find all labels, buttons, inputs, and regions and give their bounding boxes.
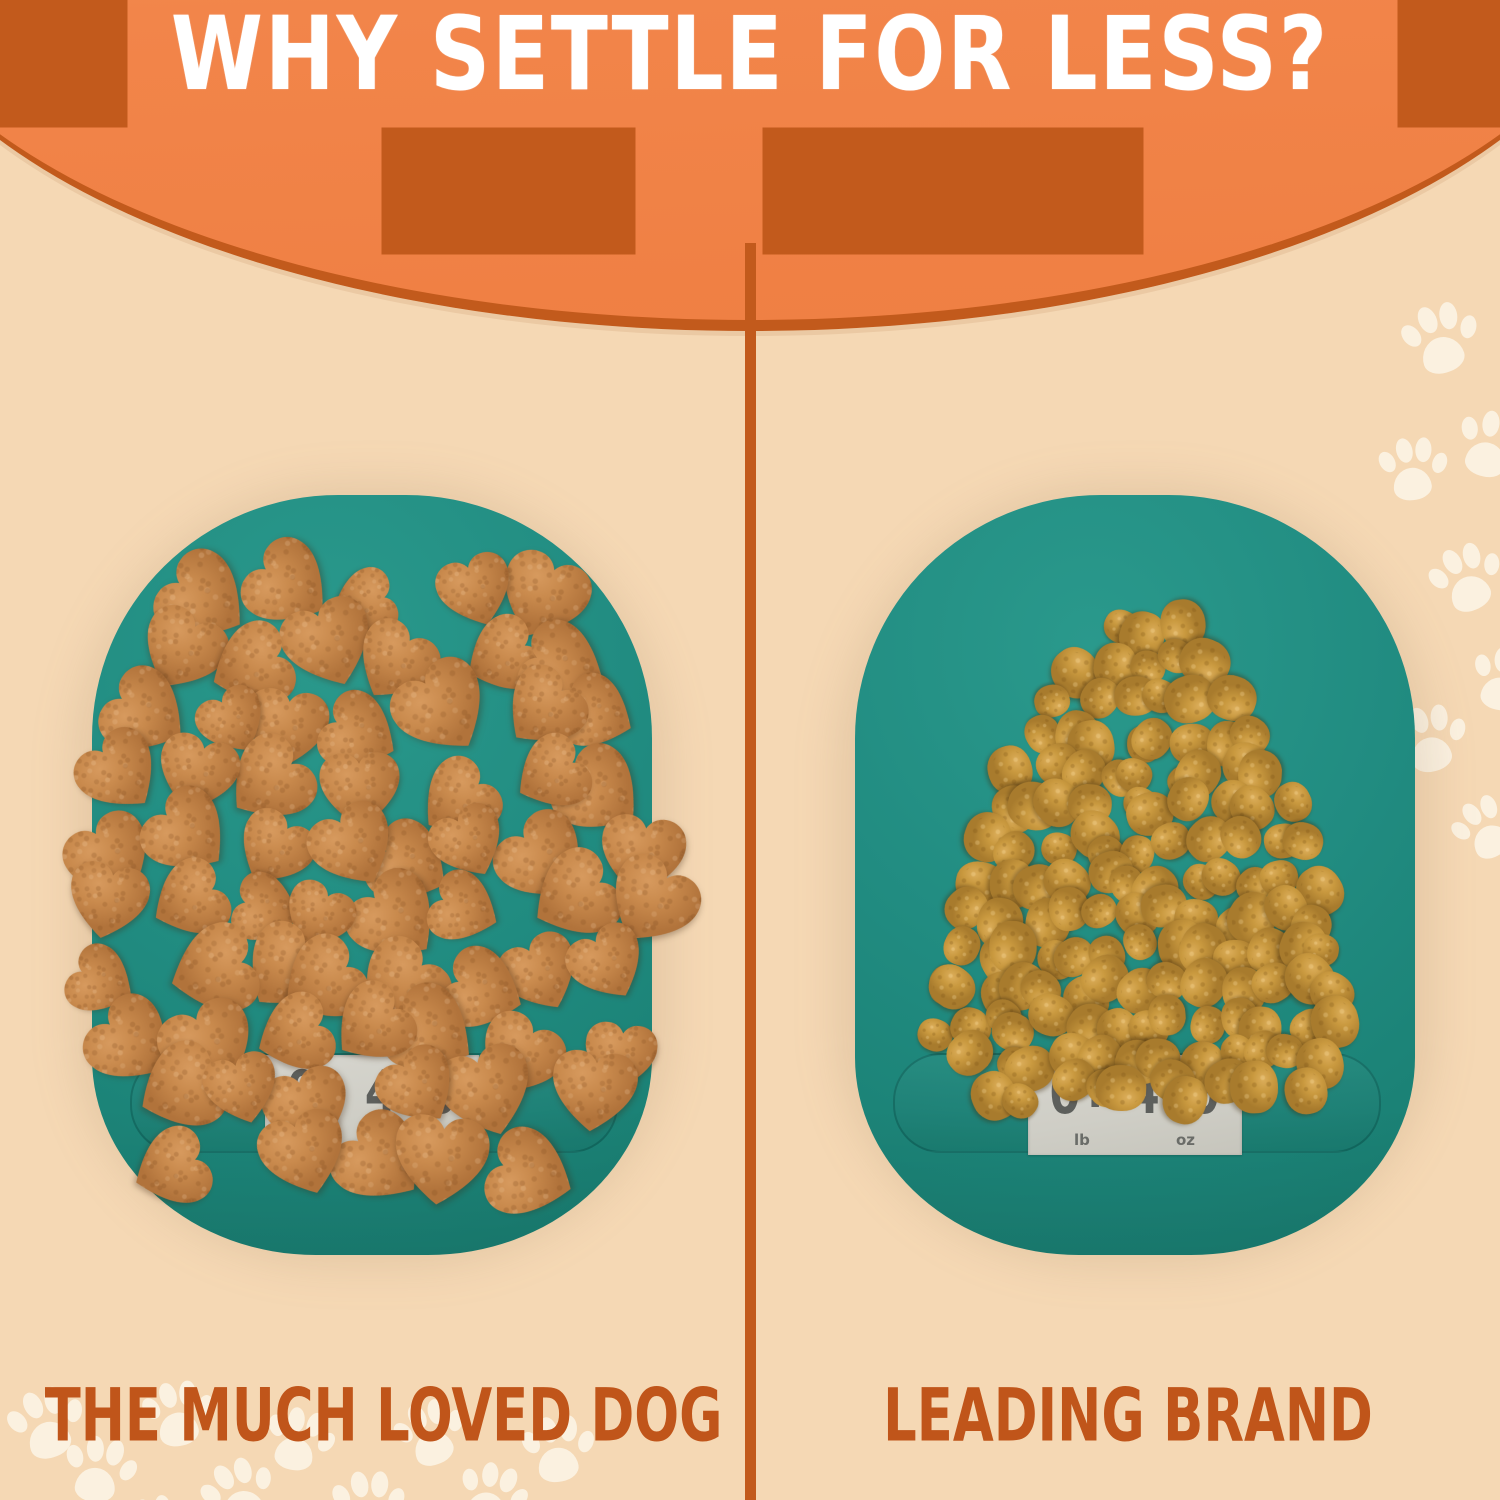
dog-food-piece <box>120 1117 221 1222</box>
kitchen-scale-right: 0 : 4.0 lb oz <box>839 485 1431 1265</box>
dog-food-piece <box>387 1109 495 1211</box>
brand-caption-left: THE MUCH LOVED DOG <box>44 1373 723 1459</box>
kitchen-scale-left: 0 : 4.0 lb oz <box>92 485 652 1265</box>
dog-food-piece <box>59 854 156 946</box>
comparison-panel-left: 0 : 4.0 lb oz THE MUCH LOVED DOG <box>0 243 745 1500</box>
brand-caption-right: LEADING BRAND <box>883 1373 1373 1459</box>
lcd-oz-unit-right: oz <box>1176 1131 1196 1149</box>
comparison-panel-right: 0 : 4.0 lb oz LEADING BRAND <box>756 243 1500 1500</box>
dog-food-piece <box>546 1045 643 1137</box>
panel-divider <box>745 243 756 1500</box>
lcd-units-right: lb oz <box>1028 1131 1242 1149</box>
dog-food-piece <box>1095 1064 1148 1113</box>
page-title: WHY SETTLE FOR LESS? <box>170 0 1330 114</box>
lcd-lb-unit-right: lb <box>1074 1131 1090 1149</box>
dog-food-pile-left <box>92 495 652 1255</box>
dog-food-piece <box>1147 992 1188 1037</box>
